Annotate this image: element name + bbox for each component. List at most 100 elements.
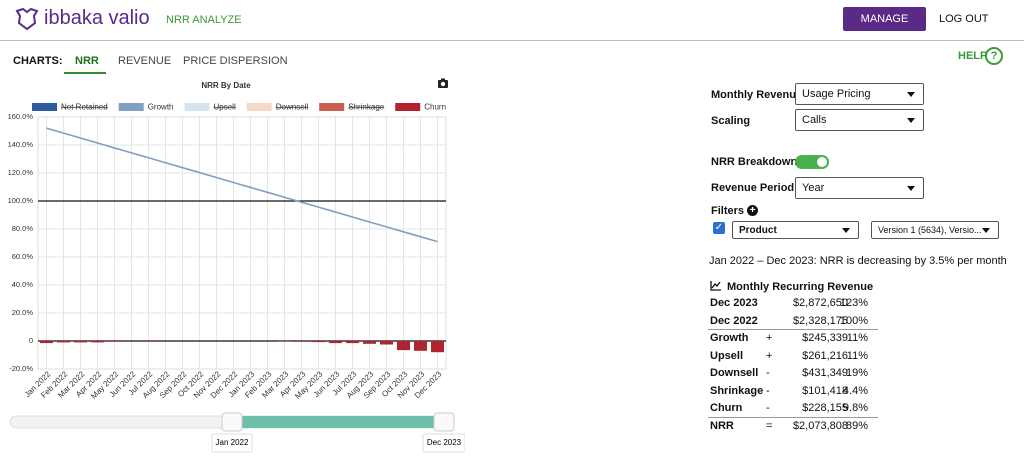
slider-handle[interactable] (433, 412, 455, 432)
row-pct: 11% (846, 332, 868, 344)
plot-border (37, 116, 447, 370)
legend-swatch (319, 103, 345, 111)
filter-field-select[interactable]: Product (732, 221, 859, 239)
breakdown-toggle[interactable] (795, 155, 829, 169)
row-label: Shrinkage (710, 384, 764, 397)
row-label: NRR (710, 419, 734, 432)
tab[interactable]: PRICE DISPERSION (183, 55, 288, 67)
row-sign: = (766, 419, 773, 432)
bar (346, 341, 359, 344)
row-pct: 9.8% (842, 402, 868, 414)
row-label: Growth (710, 332, 749, 344)
mrr-title: Monthly Recurring Revenue (727, 281, 874, 293)
row-pct: 4.4% (842, 384, 868, 397)
row-sign: - (766, 367, 770, 379)
legend-label[interactable]: Net Retained (61, 103, 108, 112)
row-amount: $2,872,650 (792, 297, 848, 309)
header-border (0, 40, 1024, 41)
y-tick-label: -20.0% (9, 364, 33, 373)
chart-icon (710, 281, 721, 291)
row-pct: 100% (839, 314, 868, 327)
row-label: Dec 2022 (710, 314, 758, 327)
period-select[interactable]: Year (795, 177, 924, 199)
summary: Jan 2022 – Dec 2023: NRR is decreasing b… (709, 255, 1007, 267)
tab[interactable]: NRR (75, 55, 99, 67)
row-amount: $2,073,808 (792, 419, 848, 432)
row-amount: $228,155 (802, 402, 848, 414)
row-sign: + (766, 332, 773, 344)
bar (295, 341, 308, 342)
camera-icon[interactable] (438, 78, 448, 89)
field-label: Monthly Revenue (711, 89, 803, 101)
slider-range (232, 416, 444, 428)
field-select[interactable]: Calls (795, 109, 924, 131)
row-pct: 11% (846, 349, 868, 362)
bar (380, 341, 393, 345)
row-divider (708, 416, 878, 418)
row-sign: - (766, 384, 770, 397)
tab[interactable]: REVENUE (118, 55, 172, 67)
tabs-label: CHARTS: (13, 55, 63, 67)
row-label: Downsell (710, 367, 759, 379)
field-label: Scaling (711, 115, 751, 127)
legend-label[interactable]: Growth (148, 103, 174, 112)
y-tick-label: 20.0% (12, 308, 34, 317)
y-tick-label: 100.0% (8, 196, 34, 205)
bar (329, 341, 342, 344)
logo-text[interactable]: ibbaka valio (44, 7, 150, 29)
legend-label[interactable]: Upsell (214, 103, 236, 112)
row-pct: 89% (845, 419, 868, 432)
y-tick-label: 140.0% (8, 140, 34, 149)
row-amount: $245,339 (802, 332, 848, 344)
y-tick-label: 80.0% (12, 224, 34, 233)
field-select[interactable]: Usage Pricing (795, 83, 924, 105)
breakdown-label: NRR Breakdown (711, 156, 798, 168)
manage-button[interactable]: MANAGE (843, 7, 926, 31)
row-pct: 19% (845, 367, 868, 379)
legend-swatch (118, 103, 144, 111)
filter-value-select[interactable]: Version 1 (5634), Versio... (871, 221, 999, 239)
row-amount: $431,349 (802, 367, 848, 379)
filters-label: Filters (711, 205, 745, 217)
legend-swatch (32, 103, 57, 111)
y-tick-label: 160.0% (8, 112, 34, 121)
bar (397, 341, 410, 351)
slider-start: Jan 2022 (216, 438, 249, 447)
row-pct: 123% (839, 297, 868, 309)
period-label: Revenue Period (711, 182, 795, 194)
bar (431, 341, 444, 353)
logout-button[interactable]: LOG OUT (939, 13, 989, 25)
row-label: Dec 2023 (710, 297, 758, 309)
row-sign: - (766, 402, 770, 414)
y-tick-label: 60.0% (12, 252, 34, 261)
bar (142, 341, 155, 342)
legend-label[interactable]: Churn (424, 103, 446, 112)
legend-label[interactable]: Shrinkage (348, 103, 385, 112)
bar (40, 341, 53, 344)
add-filter[interactable]: + (747, 205, 758, 216)
chart-title: NRR By Date (201, 81, 251, 90)
bar (74, 341, 87, 343)
tab-underline (64, 72, 106, 74)
row-divider (708, 329, 878, 330)
nav-link[interactable]: NRR ANALYZE (166, 14, 242, 26)
slider-handle[interactable] (221, 412, 243, 432)
y-tick-label: 120.0% (8, 168, 34, 177)
slider-label-box (422, 433, 465, 453)
row-label: Upsell (710, 349, 744, 362)
y-tick-label: 40.0% (12, 280, 34, 289)
slider-end: Dec 2023 (427, 438, 462, 447)
bar (57, 341, 70, 343)
filter-checkbox[interactable]: ✓ (713, 222, 725, 234)
legend-swatch (184, 103, 210, 111)
bar (91, 341, 104, 343)
row-amount: $101,418 (802, 384, 848, 397)
y-tick-label: 0 (29, 336, 33, 345)
legend-swatch (246, 103, 272, 111)
help-link[interactable]: HELP (958, 50, 988, 62)
help-icon[interactable]: ? (985, 47, 1003, 65)
line (46, 127, 438, 243)
legend-label[interactable]: Downsell (276, 103, 309, 112)
legend-swatch (395, 103, 421, 111)
